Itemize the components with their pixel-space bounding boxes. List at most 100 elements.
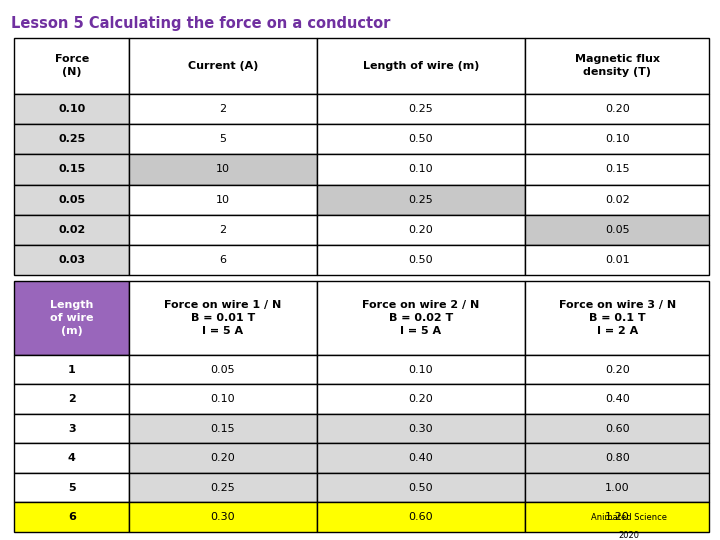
FancyBboxPatch shape	[14, 473, 129, 502]
Text: 0.50: 0.50	[408, 134, 433, 144]
FancyBboxPatch shape	[14, 281, 129, 355]
Text: 0.15: 0.15	[58, 164, 86, 174]
Text: 0.05: 0.05	[58, 194, 85, 205]
FancyBboxPatch shape	[525, 185, 709, 215]
Text: 0.02: 0.02	[58, 225, 86, 235]
Text: 0.10: 0.10	[210, 394, 235, 404]
Text: 0.20: 0.20	[605, 104, 629, 114]
FancyBboxPatch shape	[129, 215, 317, 245]
FancyBboxPatch shape	[525, 93, 709, 124]
FancyBboxPatch shape	[525, 124, 709, 154]
Text: 2020: 2020	[618, 531, 640, 539]
Text: 2: 2	[68, 394, 76, 404]
Text: 0.25: 0.25	[408, 194, 433, 205]
Text: 1.20: 1.20	[605, 512, 629, 522]
FancyBboxPatch shape	[14, 124, 129, 154]
FancyBboxPatch shape	[129, 473, 317, 502]
Text: 0.10: 0.10	[408, 364, 433, 375]
FancyBboxPatch shape	[317, 414, 525, 443]
FancyBboxPatch shape	[129, 384, 317, 414]
FancyBboxPatch shape	[317, 185, 525, 215]
Text: 0.20: 0.20	[605, 364, 629, 375]
Text: 0.15: 0.15	[210, 424, 235, 434]
Text: 0.25: 0.25	[58, 134, 86, 144]
Text: Length
of wire
(m): Length of wire (m)	[50, 300, 94, 336]
FancyBboxPatch shape	[14, 185, 129, 215]
FancyBboxPatch shape	[14, 502, 129, 532]
Text: 0.40: 0.40	[605, 394, 629, 404]
Text: 0.03: 0.03	[58, 255, 85, 265]
FancyBboxPatch shape	[14, 384, 129, 414]
FancyBboxPatch shape	[525, 38, 709, 93]
Text: 1: 1	[68, 364, 76, 375]
FancyBboxPatch shape	[317, 473, 525, 502]
Text: Lesson 5 Calculating the force on a conductor: Lesson 5 Calculating the force on a cond…	[11, 16, 390, 31]
FancyBboxPatch shape	[129, 355, 317, 384]
FancyBboxPatch shape	[14, 443, 129, 473]
Text: 2: 2	[220, 225, 226, 235]
FancyBboxPatch shape	[525, 414, 709, 443]
FancyBboxPatch shape	[317, 124, 525, 154]
FancyBboxPatch shape	[525, 384, 709, 414]
FancyBboxPatch shape	[14, 215, 129, 245]
FancyBboxPatch shape	[525, 502, 709, 532]
FancyBboxPatch shape	[14, 154, 129, 185]
FancyBboxPatch shape	[317, 93, 525, 124]
FancyBboxPatch shape	[317, 215, 525, 245]
FancyBboxPatch shape	[525, 215, 709, 245]
Text: 0.20: 0.20	[408, 394, 433, 404]
Text: 10: 10	[216, 194, 230, 205]
FancyBboxPatch shape	[525, 281, 709, 355]
Text: 5: 5	[220, 134, 226, 144]
FancyBboxPatch shape	[525, 443, 709, 473]
Text: 0.05: 0.05	[605, 225, 629, 235]
FancyBboxPatch shape	[525, 154, 709, 185]
Text: 10: 10	[216, 164, 230, 174]
FancyBboxPatch shape	[317, 281, 525, 355]
FancyBboxPatch shape	[14, 245, 129, 275]
FancyBboxPatch shape	[317, 38, 525, 93]
Text: 0.20: 0.20	[210, 453, 235, 463]
FancyBboxPatch shape	[525, 245, 709, 275]
Text: 0.10: 0.10	[605, 134, 629, 144]
Text: 0.40: 0.40	[408, 453, 433, 463]
Text: 3: 3	[68, 424, 76, 434]
Text: Length of wire (m): Length of wire (m)	[363, 60, 479, 71]
FancyBboxPatch shape	[129, 281, 317, 355]
Text: 0.60: 0.60	[605, 424, 629, 434]
FancyBboxPatch shape	[317, 355, 525, 384]
Text: 0.25: 0.25	[210, 483, 235, 492]
FancyBboxPatch shape	[525, 473, 709, 502]
Text: Force on wire 3 / N
B = 0.1 T
I = 2 A: Force on wire 3 / N B = 0.1 T I = 2 A	[559, 300, 675, 336]
Text: 0.10: 0.10	[408, 164, 433, 174]
Text: 0.20: 0.20	[408, 225, 433, 235]
FancyBboxPatch shape	[129, 38, 317, 93]
Text: 0.15: 0.15	[605, 164, 629, 174]
FancyBboxPatch shape	[317, 245, 525, 275]
FancyBboxPatch shape	[317, 384, 525, 414]
FancyBboxPatch shape	[14, 355, 129, 384]
FancyBboxPatch shape	[129, 154, 317, 185]
Text: 0.60: 0.60	[408, 512, 433, 522]
FancyBboxPatch shape	[129, 93, 317, 124]
Text: 0.10: 0.10	[58, 104, 86, 114]
Text: 0.50: 0.50	[408, 255, 433, 265]
FancyBboxPatch shape	[129, 414, 317, 443]
Text: 0.30: 0.30	[210, 512, 235, 522]
FancyBboxPatch shape	[14, 93, 129, 124]
Text: Force on wire 2 / N
B = 0.02 T
I = 5 A: Force on wire 2 / N B = 0.02 T I = 5 A	[362, 300, 480, 336]
FancyBboxPatch shape	[129, 443, 317, 473]
Text: 5: 5	[68, 483, 76, 492]
Text: 2: 2	[220, 104, 226, 114]
FancyBboxPatch shape	[317, 154, 525, 185]
FancyBboxPatch shape	[317, 443, 525, 473]
FancyBboxPatch shape	[317, 502, 525, 532]
Text: Force
(N): Force (N)	[55, 54, 89, 77]
FancyBboxPatch shape	[129, 185, 317, 215]
FancyBboxPatch shape	[129, 502, 317, 532]
Text: Magnetic flux
density (T): Magnetic flux density (T)	[575, 54, 660, 77]
Text: 1.00: 1.00	[605, 483, 629, 492]
FancyBboxPatch shape	[525, 355, 709, 384]
Text: 6: 6	[220, 255, 226, 265]
Text: 6: 6	[68, 512, 76, 522]
